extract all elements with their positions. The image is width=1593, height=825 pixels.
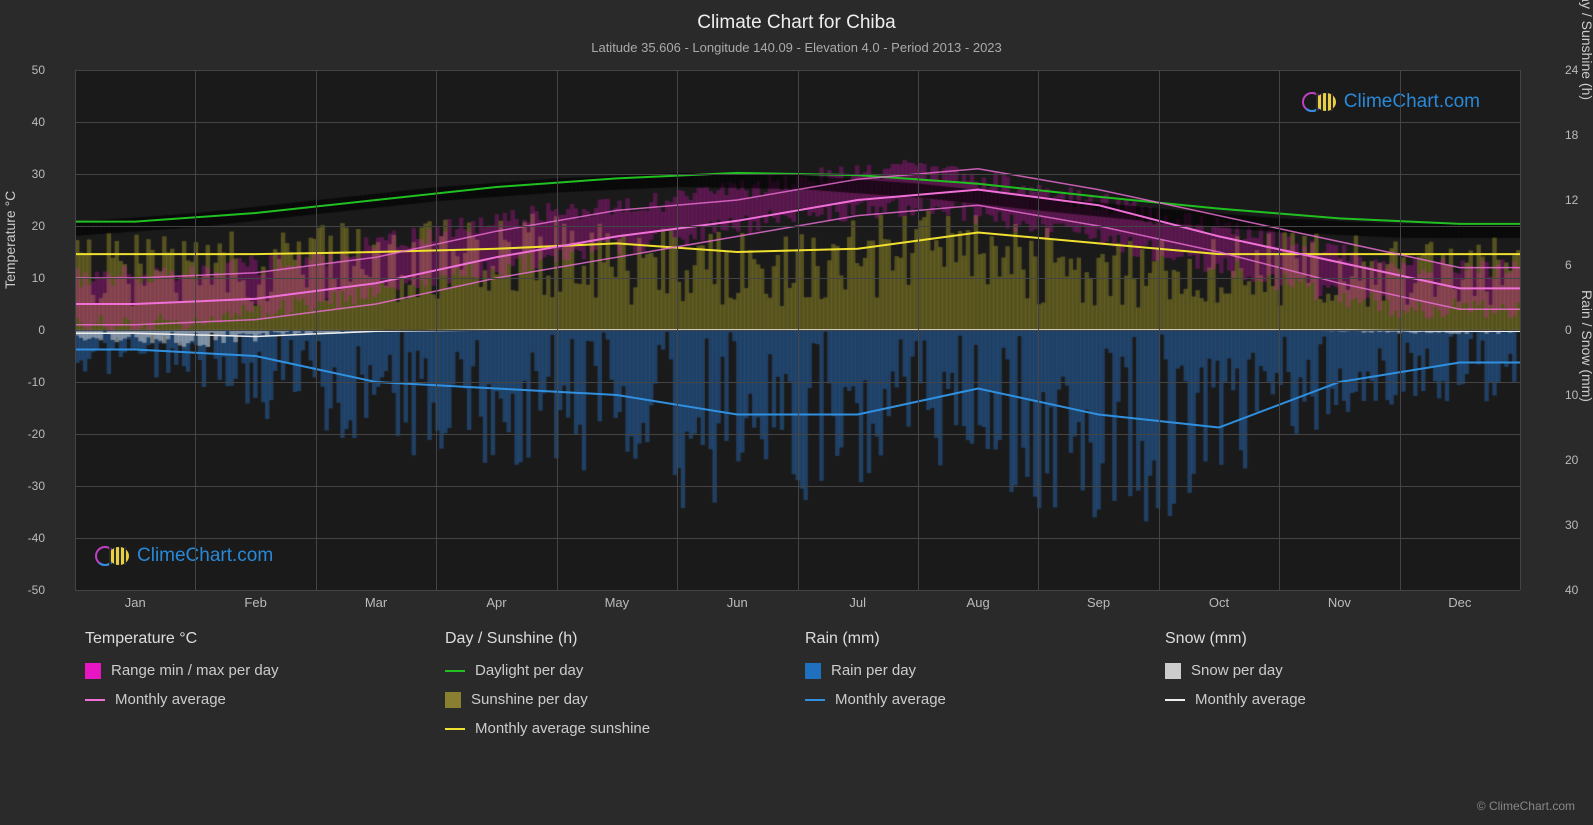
swatch-icon — [445, 692, 461, 708]
y-tick-left: -20 — [15, 427, 45, 441]
y-tick-right: 40 — [1565, 583, 1593, 597]
legend-header: Snow (mm) — [1165, 630, 1525, 648]
y-tick-left: 40 — [15, 115, 45, 129]
y-tick-right: 20 — [1565, 453, 1593, 467]
legend-item: Sunshine per day — [445, 691, 805, 708]
legend-item: Rain per day — [805, 662, 1165, 679]
y-axis-right-top-label: Day / Sunshine (h) — [1579, 0, 1593, 100]
y-tick-right: 6 — [1565, 258, 1593, 272]
x-tick: Feb — [244, 595, 266, 610]
x-tick: Jun — [727, 595, 748, 610]
y-tick-left: -40 — [15, 531, 45, 545]
legend-item: Snow per day — [1165, 662, 1525, 679]
y-tick-left: 10 — [15, 271, 45, 285]
y-tick-right: 0 — [1565, 323, 1593, 337]
legend: Temperature °C Range min / max per day Mon… — [85, 630, 1525, 749]
legend-item: Monthly average — [1165, 691, 1525, 708]
y-tick-right: 18 — [1565, 128, 1593, 142]
watermark-top: ClimeChart.com — [1302, 90, 1480, 114]
line-icon — [1165, 699, 1185, 701]
legend-header: Rain (mm) — [805, 630, 1165, 648]
x-tick: Apr — [486, 595, 506, 610]
copyright: © ClimeChart.com — [1477, 799, 1575, 813]
legend-label: Monthly average — [115, 691, 226, 708]
legend-label: Monthly average — [835, 691, 946, 708]
swatch-icon — [805, 663, 821, 679]
legend-column: Rain (mm) Rain per day Monthly average — [805, 630, 1165, 749]
legend-item: Monthly average — [805, 691, 1165, 708]
legend-label: Monthly average sunshine — [475, 720, 650, 737]
legend-label: Rain per day — [831, 662, 916, 679]
legend-label: Sunshine per day — [471, 691, 588, 708]
y-tick-right: 24 — [1565, 63, 1593, 77]
y-tick-left: 30 — [15, 167, 45, 181]
swatch-icon — [1165, 663, 1181, 679]
x-tick: Dec — [1448, 595, 1471, 610]
swatch-icon — [85, 663, 101, 679]
chart-title: Climate Chart for Chiba — [0, 0, 1593, 34]
line-icon — [805, 699, 825, 701]
legend-label: Monthly average — [1195, 691, 1306, 708]
legend-header: Day / Sunshine (h) — [445, 630, 805, 648]
legend-column: Day / Sunshine (h) Daylight per day Sunshi… — [445, 630, 805, 749]
x-tick: Sep — [1087, 595, 1110, 610]
chart-subtitle: Latitude 35.606 - Longitude 140.09 - Ele… — [0, 34, 1593, 55]
x-tick: Oct — [1209, 595, 1229, 610]
y-tick-left: 0 — [15, 323, 45, 337]
x-tick: Jul — [849, 595, 866, 610]
legend-item: Daylight per day — [445, 662, 805, 679]
legend-item: Range min / max per day — [85, 662, 445, 679]
y-tick-right: 12 — [1565, 193, 1593, 207]
watermark-text: ClimeChart.com — [137, 545, 273, 567]
y-tick-left: 50 — [15, 63, 45, 77]
y-tick-left: -30 — [15, 479, 45, 493]
legend-item: Monthly average sunshine — [445, 720, 805, 737]
x-tick: Nov — [1328, 595, 1351, 610]
line-icon — [445, 728, 465, 730]
logo-icon — [1302, 90, 1338, 114]
legend-label: Snow per day — [1191, 662, 1283, 679]
plot-area: ClimeChart.com ClimeChart.com — [75, 70, 1520, 590]
legend-column: Temperature °C Range min / max per day Mon… — [85, 630, 445, 749]
legend-header: Temperature °C — [85, 630, 445, 648]
line-icon — [445, 670, 465, 672]
x-tick: Mar — [365, 595, 387, 610]
y-tick-left: 20 — [15, 219, 45, 233]
logo-icon — [95, 544, 131, 568]
legend-item: Monthly average — [85, 691, 445, 708]
y-tick-right: 10 — [1565, 388, 1593, 402]
x-tick: Jan — [125, 595, 146, 610]
y-tick-left: -10 — [15, 375, 45, 389]
line-icon — [85, 699, 105, 701]
watermark-text: ClimeChart.com — [1344, 91, 1480, 113]
y-axis-right-bottom-label: Rain / Snow (mm) — [1579, 290, 1593, 402]
watermark-bottom: ClimeChart.com — [95, 544, 273, 568]
legend-label: Range min / max per day — [111, 662, 279, 679]
y-tick-right: 30 — [1565, 518, 1593, 532]
legend-column: Snow (mm) Snow per day Monthly average — [1165, 630, 1525, 749]
x-tick: May — [605, 595, 630, 610]
x-tick: Aug — [967, 595, 990, 610]
legend-label: Daylight per day — [475, 662, 583, 679]
y-tick-left: -50 — [15, 583, 45, 597]
climate-chart: Climate Chart for Chiba Latitude 35.606 … — [0, 0, 1593, 825]
